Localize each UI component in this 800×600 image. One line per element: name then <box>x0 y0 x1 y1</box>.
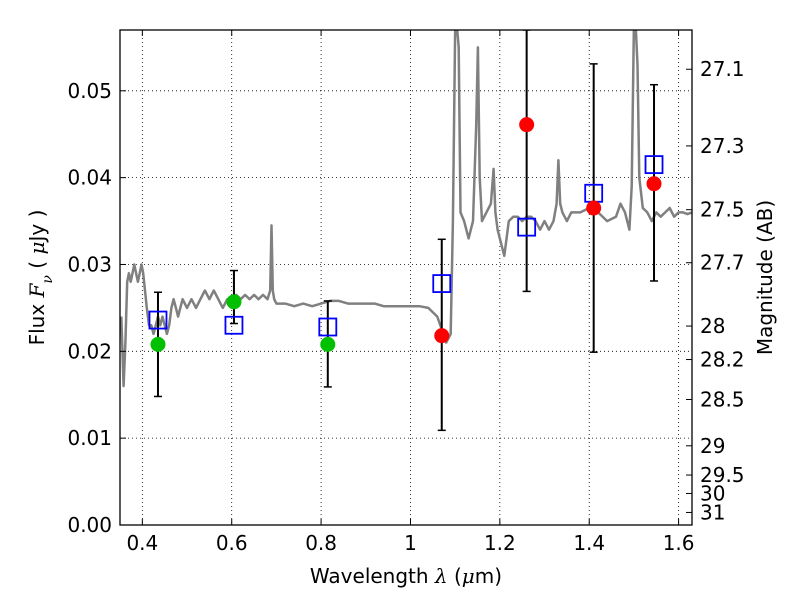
y-tick-label-2: 0.02 <box>67 339 112 363</box>
y-tick-label-4: 0.04 <box>67 166 112 190</box>
x-tick-label-1: 0.6 <box>216 531 248 555</box>
y-tick-label-1: 0.01 <box>67 426 112 450</box>
model-photometry-square-2 <box>318 317 338 337</box>
y-tick-label-3: 0.03 <box>67 252 112 276</box>
model-photometry-square-0 <box>148 310 168 330</box>
y-tick-label-5: 0.05 <box>67 79 112 103</box>
y2-tick-label-10: 31 <box>700 500 725 524</box>
observed-point-5 <box>586 200 602 216</box>
y-axis-label-symbol: F <box>25 282 49 298</box>
y2-tick-label-6: 28.5 <box>700 387 745 411</box>
x-tick-label-5: 1.4 <box>573 531 605 555</box>
y2-tick-label-7: 29 <box>700 434 725 458</box>
observed-point-0 <box>150 336 166 352</box>
plot-area <box>120 30 692 432</box>
y-axis-label-unit: Jy ) <box>25 210 49 244</box>
y2-axis-label: Magnitude (AB) <box>753 200 777 355</box>
observed-point-2 <box>320 336 336 352</box>
observed-point-6 <box>646 176 662 192</box>
y2-tick-label-9: 30 <box>700 481 725 505</box>
x-axis-label-text: Wavelength <box>310 564 435 588</box>
observed-point-3 <box>434 328 450 344</box>
model-photometry-square-6 <box>644 155 664 175</box>
y-axis-label-micro: μ <box>25 242 49 255</box>
x-tick-label-0: 0.4 <box>126 531 158 555</box>
x-tick-label-3: 1 <box>404 531 417 555</box>
y-axis-label-text: Flux <box>25 297 49 345</box>
y-axis-label-paren: ( <box>25 255 49 276</box>
y-axis-label: Flux Fν ( μJy ) <box>25 210 56 346</box>
y2-tick-label-3: 27.7 <box>700 251 745 275</box>
model-photometry-square-3 <box>432 274 452 293</box>
x-axis-label-unit: m) <box>475 564 502 588</box>
axis-labels: Wavelength λ (μm) Flux Fν ( μJy ) Magnit… <box>25 200 777 588</box>
x-axis-label-paren: ( <box>448 564 462 588</box>
y2-tick-label-5: 28.2 <box>700 348 745 372</box>
axes-frame <box>119 29 693 526</box>
model-photometry-square-4 <box>517 217 537 237</box>
y2-tick-label-4: 28 <box>700 314 725 338</box>
x-axis-label-micro: μ <box>462 564 475 588</box>
y-tick-label-0: 0.00 <box>67 513 112 537</box>
axes: 0.4 0.6 0.8 1 1.2 1.4 1.6 0.00 0.01 0.02 0.03 0.04 0… <box>67 29 745 555</box>
y-axis-label-subscript: ν <box>40 275 56 284</box>
x-axis-label: Wavelength λ (μm) <box>310 564 502 588</box>
observed-point-4 <box>519 117 535 133</box>
y2-tick-label-2: 27.5 <box>700 198 745 222</box>
x-tick-label-2: 0.8 <box>305 531 337 555</box>
x-tick-label-4: 1.2 <box>484 531 516 555</box>
observed-point-1 <box>226 294 242 310</box>
y2-tick-label-8: 29.5 <box>700 463 745 487</box>
y2-tick-label-0: 27.1 <box>700 57 745 81</box>
model-photometry-square-1 <box>224 315 244 335</box>
x-tick-label-6: 1.6 <box>663 531 695 555</box>
x-axis-label-symbol: λ <box>434 564 448 588</box>
y2-tick-label-1: 27.3 <box>700 134 745 158</box>
